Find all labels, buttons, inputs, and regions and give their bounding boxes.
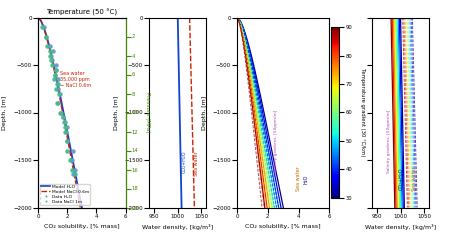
Text: Sea water: Sea water xyxy=(194,151,199,176)
Point xyxy=(69,158,76,162)
Y-axis label: Depth, [m]: Depth, [m] xyxy=(2,95,8,130)
Point xyxy=(56,110,64,114)
Y-axis label: Depth, [m]: Depth, [m] xyxy=(201,95,207,130)
Point xyxy=(51,72,59,76)
Point xyxy=(53,63,60,67)
Point xyxy=(66,158,73,162)
Point xyxy=(52,87,60,91)
Point xyxy=(59,115,67,119)
Point xyxy=(54,101,61,105)
Point xyxy=(46,44,54,48)
Point xyxy=(71,168,79,172)
Point xyxy=(46,49,54,53)
Point xyxy=(49,49,57,53)
Point xyxy=(43,44,51,48)
X-axis label: Water density, [kg/m³]: Water density, [kg/m³] xyxy=(365,224,436,230)
Point xyxy=(41,25,48,29)
Text: Salinity gradient, [50ppm/m]: Salinity gradient, [50ppm/m] xyxy=(273,110,277,172)
Point xyxy=(46,54,54,58)
Point xyxy=(47,54,55,58)
Point xyxy=(60,115,67,119)
Point xyxy=(69,172,77,176)
X-axis label: Water density, [kg/m³]: Water density, [kg/m³] xyxy=(142,224,213,230)
Point xyxy=(56,92,64,96)
Point xyxy=(62,130,69,134)
Text: CO₂+H₂O: CO₂+H₂O xyxy=(399,168,404,190)
Point xyxy=(55,92,63,96)
Point xyxy=(71,172,79,176)
Point xyxy=(43,34,50,38)
Point xyxy=(54,87,62,91)
Point xyxy=(55,101,62,105)
Point xyxy=(63,139,71,143)
Point xyxy=(53,82,61,86)
X-axis label: CO₂ solubility, [% mass]: CO₂ solubility, [% mass] xyxy=(246,224,321,229)
Point xyxy=(48,58,56,62)
Point xyxy=(50,77,58,81)
Point xyxy=(63,139,71,143)
Text: CO₂+H₂O: CO₂+H₂O xyxy=(182,151,186,173)
Point xyxy=(54,82,62,86)
Y-axis label: Depth, [m]: Depth, [m] xyxy=(114,95,119,130)
Point xyxy=(61,120,69,124)
Point xyxy=(52,68,60,72)
X-axis label: CO₂ solubility, [% mass]: CO₂ solubility, [% mass] xyxy=(44,224,119,229)
Point xyxy=(54,77,62,81)
Point xyxy=(62,130,70,134)
Point xyxy=(70,148,77,152)
Text: H₂O: H₂O xyxy=(304,174,309,184)
Point xyxy=(57,110,64,114)
Point xyxy=(39,25,46,29)
Point xyxy=(61,125,69,129)
Point xyxy=(43,34,50,38)
Point xyxy=(51,72,58,76)
Text: Sea water: Sea water xyxy=(296,166,301,192)
Y-axis label: Pressure (MPa): Pressure (MPa) xyxy=(145,92,150,133)
Text: Sea water
35,000 ppm
− NaCl 0.6m: Sea water 35,000 ppm − NaCl 0.6m xyxy=(60,71,91,88)
Point xyxy=(68,168,75,172)
Text: Sea water: Sea water xyxy=(412,166,417,192)
Legend: Model H₂O, Model NaCl 0.6m, Data H₂O, Data NaCl 1m: Model H₂O, Model NaCl 0.6m, Data H₂O, Da… xyxy=(40,184,90,205)
Title: Temperature (50 °C): Temperature (50 °C) xyxy=(46,9,118,16)
Point xyxy=(63,148,71,152)
Point xyxy=(63,125,71,129)
Point xyxy=(48,63,55,67)
Y-axis label: Temperature gradient (30 °C/km): Temperature gradient (30 °C/km) xyxy=(360,68,365,157)
Point xyxy=(53,68,60,72)
Point xyxy=(60,120,67,124)
Point xyxy=(47,58,55,62)
Text: Salinity gradient, [50ppm/m]: Salinity gradient, [50ppm/m] xyxy=(387,110,391,172)
